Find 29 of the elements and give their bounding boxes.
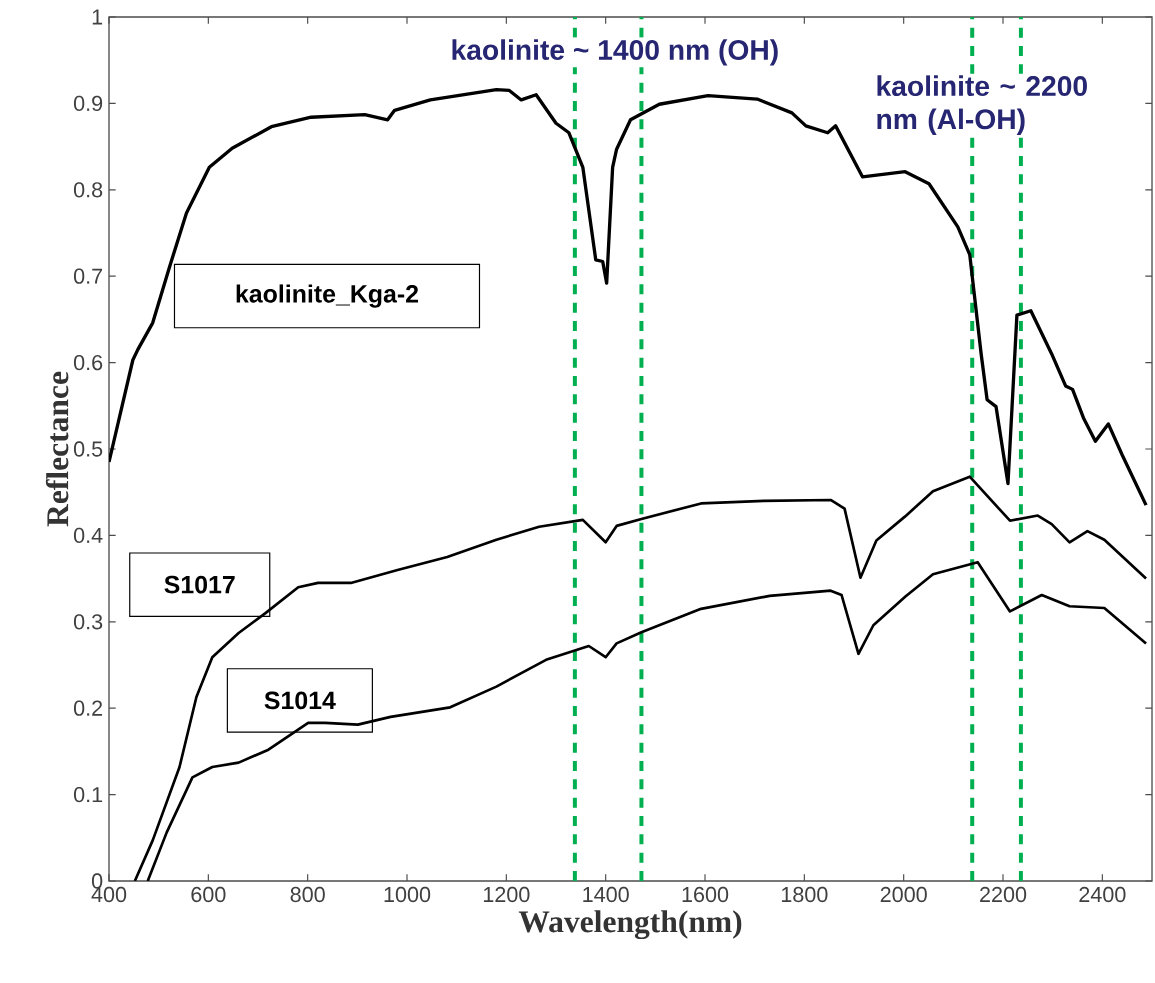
y-tick-label: 0.9 [73,95,103,112]
x-tick-label: 1800 [781,886,828,903]
y-tick-label: 0.1 [73,786,103,803]
x-tick-label: 1400 [583,886,629,903]
x-tick-label: 1000 [384,886,431,903]
y-tick-label: 0.2 [73,700,103,716]
y-tick-label: 1 [92,9,103,25]
y-tick-label: 0.6 [73,354,103,371]
x-tick-label: 2400 [1079,886,1126,903]
series-label: S1014 [264,691,336,710]
text: kaolinite_Kga-2 [236,284,419,308]
x-tick-label: 2200 [980,886,1027,903]
y-tick-label: 0.4 [73,527,103,544]
annotation: kaolinite ~ 2200 nm (Al-OH) [877,75,1087,135]
x-tick-label: 2000 [880,886,927,903]
line-series [133,475,1148,881]
y-tick-label: 0.7 [73,268,103,284]
x-tick-label: 800 [290,886,325,903]
y-tick-label: 0.3 [73,614,103,630]
x-tick-label: 600 [191,886,226,903]
series-label: S1017 [164,575,235,594]
y-tick-label: 0.8 [73,182,103,198]
y-axis-title: Reflectance [45,371,69,527]
x-tick-label: 1200 [483,886,530,903]
x-axis-title: Wavelength(nm) [518,910,742,940]
x-tick-label: 1600 [682,886,729,903]
y-tick-label: 0.5 [73,441,103,457]
line-series [146,560,1148,881]
annotation: kaolinite ~ 1400 nm (OH) [452,39,778,66]
